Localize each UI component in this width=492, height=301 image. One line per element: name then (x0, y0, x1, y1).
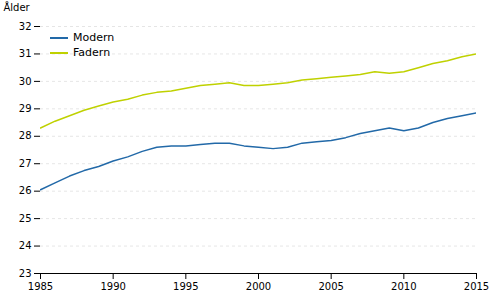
svg-text:32: 32 (19, 21, 32, 32)
svg-text:2010: 2010 (391, 281, 416, 292)
html-text:Fadern: Fadern (73, 46, 111, 59)
svg-text:Ålder: Ålder (4, 1, 31, 13)
svg-text:29: 29 (19, 103, 32, 114)
svg-text:2015: 2015 (464, 281, 489, 292)
svg-text:2005: 2005 (318, 281, 343, 292)
svg-text:27: 27 (19, 158, 32, 169)
svg-text:30: 30 (19, 76, 32, 87)
svg-text:1995: 1995 (173, 281, 198, 292)
html-text:Modern: Modern (73, 31, 115, 44)
svg-text:25: 25 (19, 213, 32, 224)
svg-text:26: 26 (19, 185, 32, 196)
svg-text:31: 31 (19, 48, 32, 59)
svg-text:1985: 1985 (28, 281, 53, 292)
svg-text:24: 24 (19, 240, 32, 251)
svg-text:28: 28 (19, 130, 32, 141)
svg-text:1990: 1990 (100, 281, 125, 292)
svg-text:23: 23 (19, 268, 32, 279)
svg-text:2000: 2000 (246, 281, 271, 292)
